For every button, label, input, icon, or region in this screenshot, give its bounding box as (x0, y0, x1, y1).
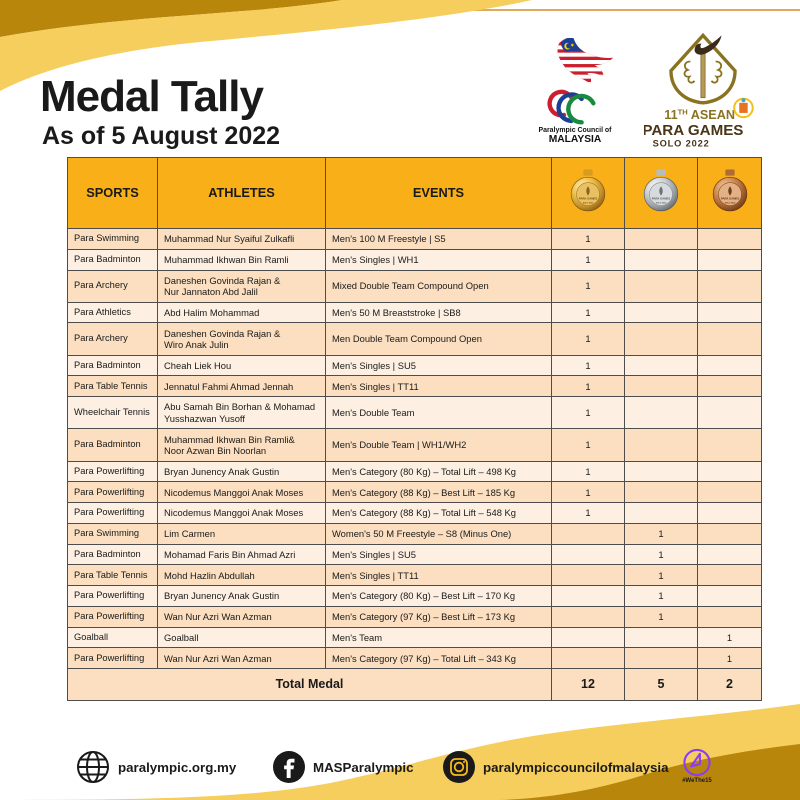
svg-text:MALAYSIA: MALAYSIA (549, 134, 602, 145)
svg-text:PARA GAMES: PARA GAMES (652, 197, 671, 201)
svg-text:PARA GAMES: PARA GAMES (720, 197, 739, 201)
svg-text:PARA GAMES: PARA GAMES (644, 122, 743, 139)
svg-text:SOLO 2022: SOLO 2022 (583, 202, 594, 204)
svg-text:SOLO 2022: SOLO 2022 (724, 202, 735, 204)
svg-text:PARA GAMES: PARA GAMES (579, 197, 598, 201)
svg-text:11TH ASEAN: 11TH ASEAN (664, 108, 735, 122)
svg-text:Paralympic Council of: Paralympic Council of (538, 127, 612, 134)
svg-text:SOLO 2022: SOLO 2022 (656, 202, 667, 204)
svg-text:SOLO 2022: SOLO 2022 (653, 139, 710, 149)
